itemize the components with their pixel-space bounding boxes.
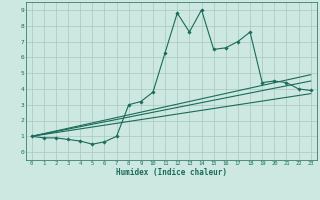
- X-axis label: Humidex (Indice chaleur): Humidex (Indice chaleur): [116, 168, 227, 177]
